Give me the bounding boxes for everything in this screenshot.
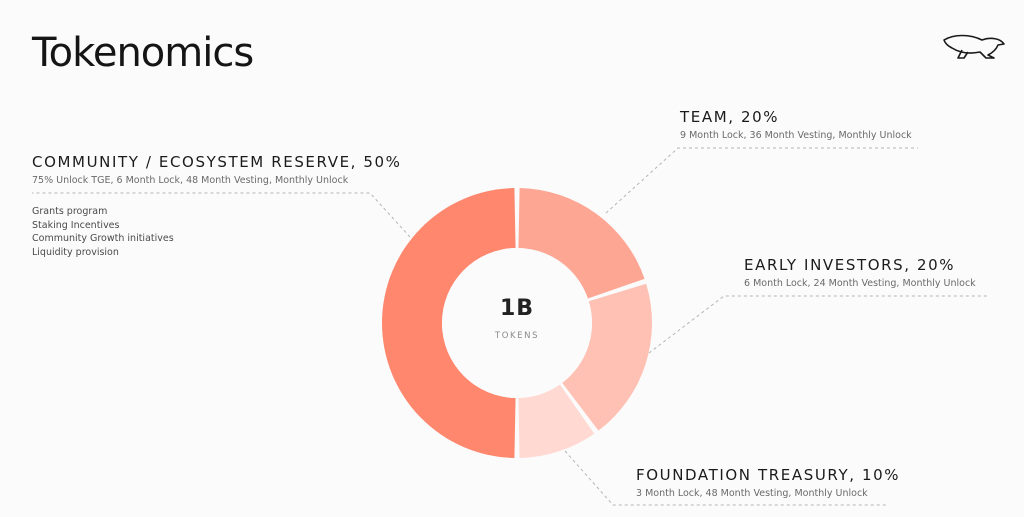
community-leader-line xyxy=(32,192,411,238)
foundation-treasury-detail: 3 Month Lock, 48 Month Vesting, Monthly … xyxy=(636,488,868,499)
community-label: COMMUNITY / ECOSYSTEM RESERVE, 50% xyxy=(32,153,402,171)
early-investors-slice xyxy=(562,283,652,431)
list-item: Grants program xyxy=(32,206,108,217)
early-investors-detail: 6 Month Lock, 24 Month Vesting, Monthly … xyxy=(744,278,976,289)
donut-hole xyxy=(442,248,592,398)
foundation-treasury-slice xyxy=(518,384,595,458)
team-slice xyxy=(518,188,645,299)
total-supply-unit: TOKENS xyxy=(494,331,540,341)
early-investors-label: EARLY INVESTORS, 20% xyxy=(744,256,956,274)
leader-lines xyxy=(32,147,988,506)
community-detail: 75% Unlock TGE, 6 Month Lock, 48 Month V… xyxy=(32,175,349,186)
foundation-treasury-block: FOUNDATION TREASURY, 10% 3 Month Lock, 4… xyxy=(636,466,900,499)
page-title: Tokenomics xyxy=(32,30,254,76)
team-label: TEAM, 20% xyxy=(680,108,780,126)
donut-slices xyxy=(381,188,652,458)
panther-icon xyxy=(943,34,1005,59)
early-investors-block: EARLY INVESTORS, 20% 6 Month Lock, 24 Mo… xyxy=(744,256,976,289)
foundation-treasury-leader-line xyxy=(564,450,886,506)
community-block: COMMUNITY / ECOSYSTEM RESERVE, 50% 75% U… xyxy=(32,153,402,186)
team-block: TEAM, 20% 9 Month Lock, 36 Month Vesting… xyxy=(680,108,912,141)
total-supply-value: 1B xyxy=(499,296,535,321)
foundation-treasury-label: FOUNDATION TREASURY, 10% xyxy=(636,466,901,484)
community-bullet-list: Grants program Staking Incentives Commun… xyxy=(32,205,174,259)
list-item: Community Growth initiatives xyxy=(32,233,174,244)
team-leader-line xyxy=(605,147,918,214)
community-slice xyxy=(381,188,516,458)
team-detail: 9 Month Lock, 36 Month Vesting, Monthly … xyxy=(680,130,912,141)
list-item: Liquidity provision xyxy=(32,246,119,258)
list-item: Staking Incentives xyxy=(32,219,120,231)
early-investors-leader-line xyxy=(648,295,988,354)
